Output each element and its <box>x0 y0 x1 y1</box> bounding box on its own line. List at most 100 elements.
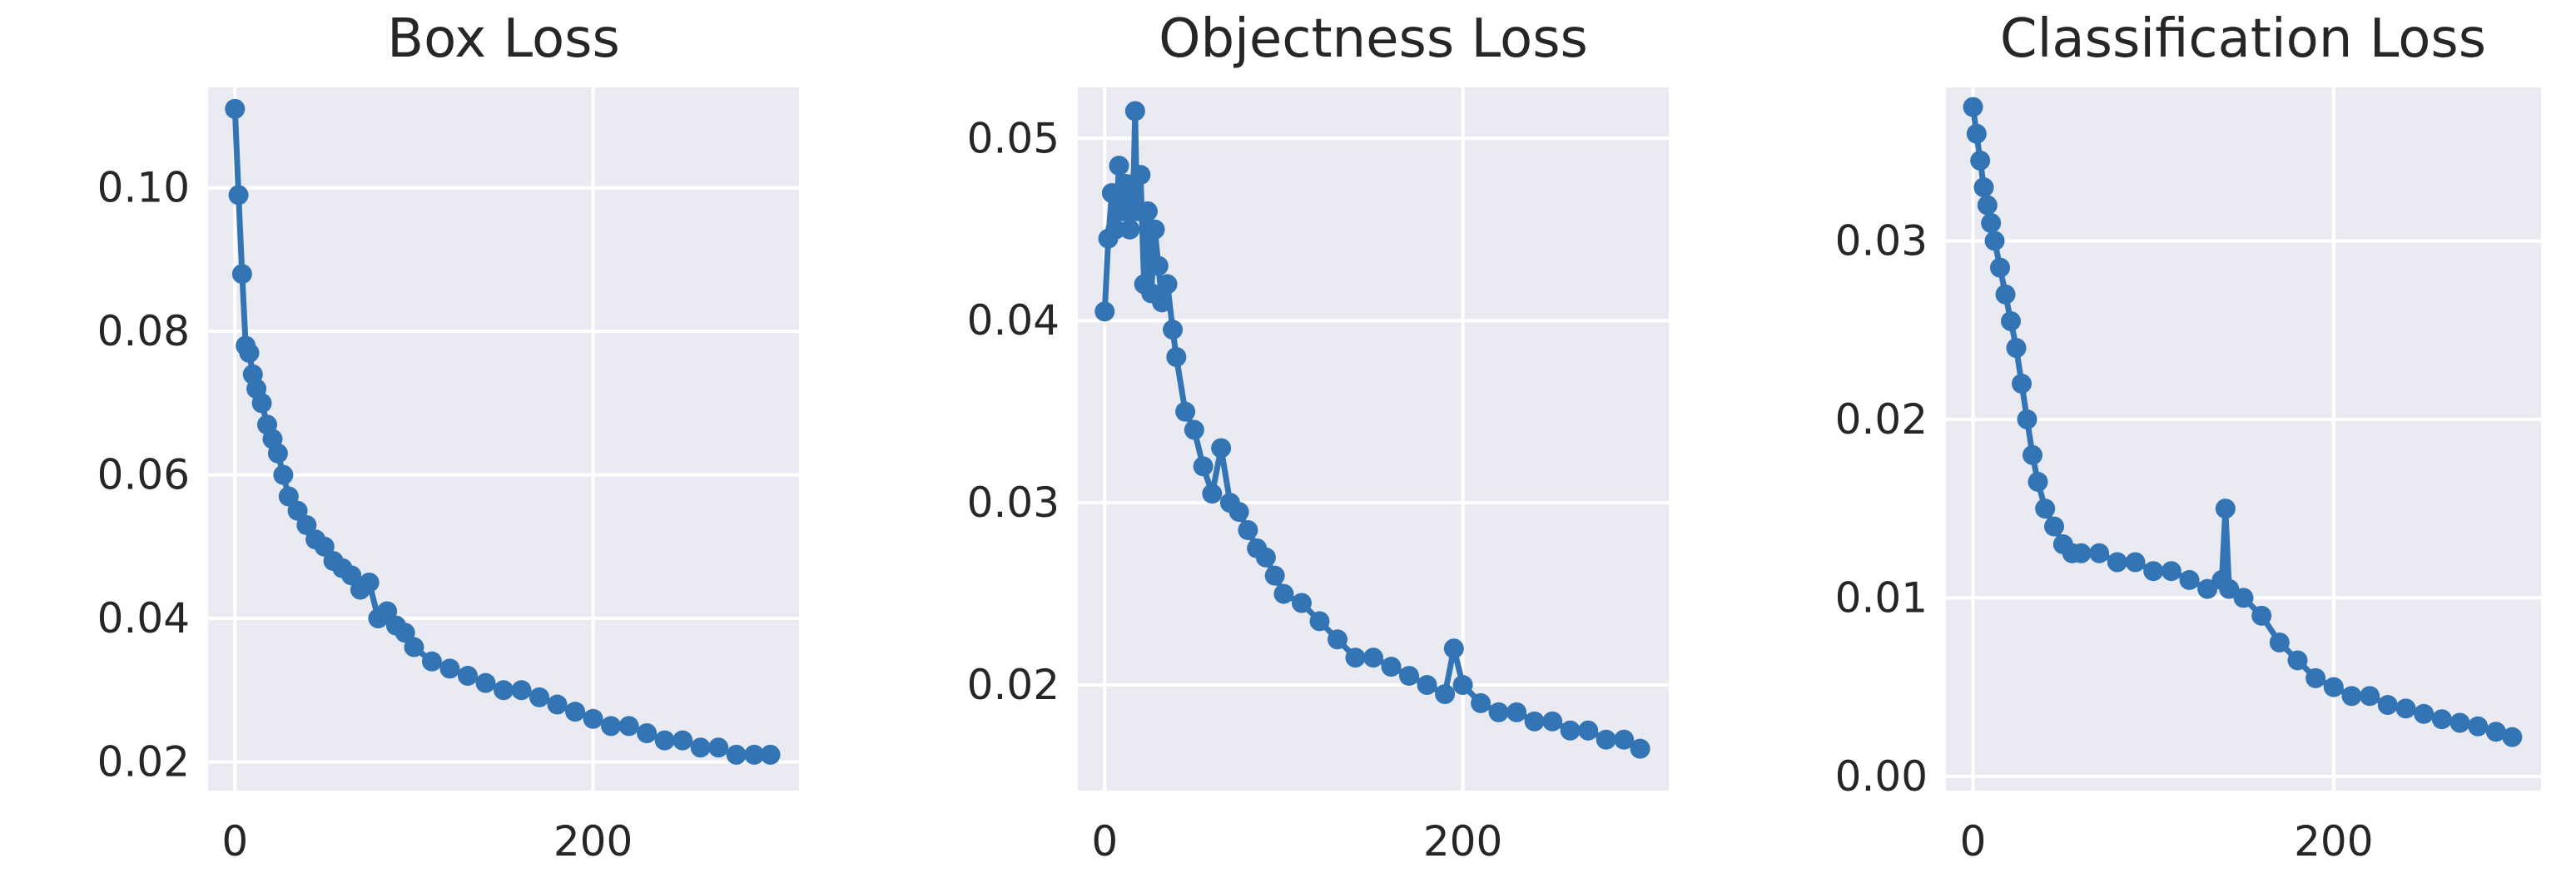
data-point <box>654 730 675 751</box>
data-point <box>1291 593 1312 613</box>
title-objectness-loss: Objectness Loss <box>1159 8 1588 70</box>
data-point <box>1977 195 1998 216</box>
ytick-label: 0.02 <box>1835 395 1928 444</box>
data-point <box>2269 632 2290 652</box>
data-point <box>511 680 532 701</box>
title-classification-loss: Classification Loss <box>2000 8 2486 70</box>
ytick-label: 0.05 <box>967 114 1060 162</box>
data-point <box>1596 729 1616 750</box>
data-point <box>1157 274 1178 295</box>
data-point <box>2012 374 2032 394</box>
data-point <box>439 658 460 679</box>
data-point <box>2215 499 2236 519</box>
data-point <box>2107 552 2127 573</box>
data-point <box>744 744 765 765</box>
data-point <box>2028 471 2048 492</box>
data-point <box>2125 552 2146 573</box>
xtick-label: 200 <box>2294 817 2373 866</box>
data-point <box>2161 561 2181 582</box>
panel-objectness-loss: 0.02 0.03 0.04 0.05 0 200 Objectness Loss <box>967 8 1669 866</box>
data-point <box>2341 686 2362 707</box>
data-point <box>404 637 424 657</box>
data-point <box>228 185 249 206</box>
series-objectness-loss <box>1094 101 1650 759</box>
data-point <box>1435 683 1456 704</box>
data-point <box>1363 647 1383 668</box>
xticks-classification-loss: 0 200 <box>1960 817 2374 866</box>
plot-area-objectness-loss <box>1078 87 1669 791</box>
data-point <box>1309 611 1330 632</box>
data-point <box>1995 284 2016 305</box>
yticks-classification-loss: 0.00 0.01 0.02 0.03 <box>1835 216 1928 800</box>
data-point <box>2323 677 2344 697</box>
data-point <box>239 343 260 364</box>
data-point <box>2395 698 2416 719</box>
data-point <box>1630 738 1650 759</box>
data-point <box>1578 720 1599 741</box>
data-point <box>637 723 658 744</box>
data-point <box>1163 320 1184 340</box>
ytick-label: 0.03 <box>1835 216 1928 265</box>
grid-box-loss <box>208 87 799 791</box>
data-point <box>1211 438 1232 459</box>
data-point <box>1273 583 1294 604</box>
data-point <box>2023 444 2042 465</box>
ytick-label: 0.03 <box>967 479 1060 527</box>
data-point <box>2305 667 2326 688</box>
data-point <box>1488 702 1509 722</box>
ytick-label: 0.04 <box>97 594 190 642</box>
plot-area-box-loss <box>208 87 799 791</box>
data-point <box>2035 499 2056 519</box>
data-point <box>231 264 252 285</box>
data-point <box>726 744 747 765</box>
data-point <box>225 98 246 119</box>
data-point <box>1542 711 1563 732</box>
data-point <box>1228 502 1249 523</box>
data-point <box>273 464 294 485</box>
data-point <box>1524 711 1545 732</box>
data-point <box>547 694 568 715</box>
data-point <box>2006 338 2027 359</box>
xtick-label: 0 <box>221 817 248 866</box>
xtick-label: 0 <box>1960 817 1987 866</box>
data-point <box>2468 716 2489 737</box>
data-point <box>529 687 550 707</box>
data-point <box>377 601 398 622</box>
plot-area-classification-loss <box>1946 87 2541 791</box>
data-point <box>1144 219 1165 240</box>
xticks-box-loss: 0 200 <box>221 817 633 866</box>
data-point <box>1094 301 1115 322</box>
data-point <box>475 672 496 693</box>
data-point <box>1614 729 1635 750</box>
data-point <box>1443 638 1464 659</box>
data-point <box>1238 519 1258 540</box>
data-point <box>1148 255 1169 276</box>
data-point <box>2485 722 2506 742</box>
data-point <box>1109 156 1129 176</box>
data-point <box>690 737 711 758</box>
data-point <box>673 730 693 751</box>
data-point <box>1119 219 1140 240</box>
data-point <box>708 737 729 758</box>
data-point <box>2219 578 2240 599</box>
data-point <box>421 651 442 672</box>
data-point <box>1175 401 1196 422</box>
data-point <box>601 716 622 737</box>
data-point <box>1124 101 1145 122</box>
data-point <box>1255 547 1276 568</box>
data-point <box>1202 484 1223 504</box>
ytick-label: 0.08 <box>97 307 190 355</box>
data-point <box>1417 675 1437 696</box>
data-point <box>1105 219 1126 240</box>
data-point <box>251 393 272 414</box>
data-point <box>2044 516 2064 537</box>
data-point <box>1506 702 1527 722</box>
data-point <box>2089 543 2110 563</box>
data-point <box>494 680 514 701</box>
ytick-label: 0.00 <box>1835 752 1928 801</box>
data-point <box>314 536 335 557</box>
ytick-label: 0.01 <box>1835 573 1928 622</box>
data-point <box>2197 578 2218 599</box>
data-point <box>1984 231 2005 251</box>
